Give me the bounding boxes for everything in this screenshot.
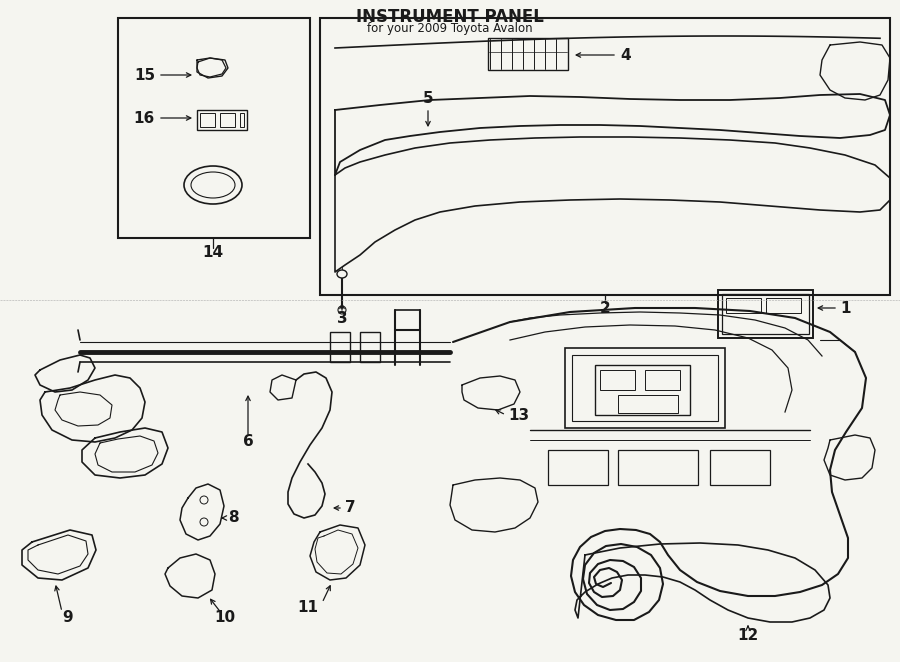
Bar xyxy=(618,395,678,413)
Text: 16: 16 xyxy=(134,111,155,126)
Text: 6: 6 xyxy=(243,434,254,449)
Bar xyxy=(565,348,725,428)
Text: 4: 4 xyxy=(620,48,631,62)
Ellipse shape xyxy=(337,270,347,278)
Text: 9: 9 xyxy=(63,610,73,626)
Bar xyxy=(320,18,890,295)
Bar xyxy=(197,110,247,130)
Bar xyxy=(710,450,770,485)
Bar xyxy=(220,113,235,127)
Bar xyxy=(330,332,350,362)
Text: 11: 11 xyxy=(297,600,318,616)
Text: 8: 8 xyxy=(228,510,238,526)
Text: for your 2009 Toyota Avalon: for your 2009 Toyota Avalon xyxy=(367,22,533,35)
Text: 14: 14 xyxy=(202,244,223,260)
Bar xyxy=(595,365,690,415)
Text: 3: 3 xyxy=(337,310,347,326)
Text: 7: 7 xyxy=(345,500,356,516)
Text: INSTRUMENT PANEL: INSTRUMENT PANEL xyxy=(356,8,544,26)
Bar xyxy=(488,38,568,70)
Text: 2: 2 xyxy=(599,301,610,316)
Bar xyxy=(200,113,215,127)
Bar xyxy=(360,332,380,362)
Bar xyxy=(766,298,801,313)
Text: 13: 13 xyxy=(508,408,529,422)
Bar xyxy=(618,450,698,485)
Bar xyxy=(548,450,608,485)
Bar xyxy=(118,18,310,238)
Text: 10: 10 xyxy=(214,610,235,626)
Text: 5: 5 xyxy=(423,91,433,105)
Bar xyxy=(240,113,244,127)
Bar xyxy=(645,370,680,390)
Bar xyxy=(722,294,809,334)
Bar xyxy=(718,290,813,338)
Bar xyxy=(600,370,635,390)
Bar xyxy=(726,298,761,313)
Text: 12: 12 xyxy=(737,628,759,643)
Text: 1: 1 xyxy=(840,301,850,316)
Bar xyxy=(572,355,718,421)
Text: 15: 15 xyxy=(134,68,155,83)
